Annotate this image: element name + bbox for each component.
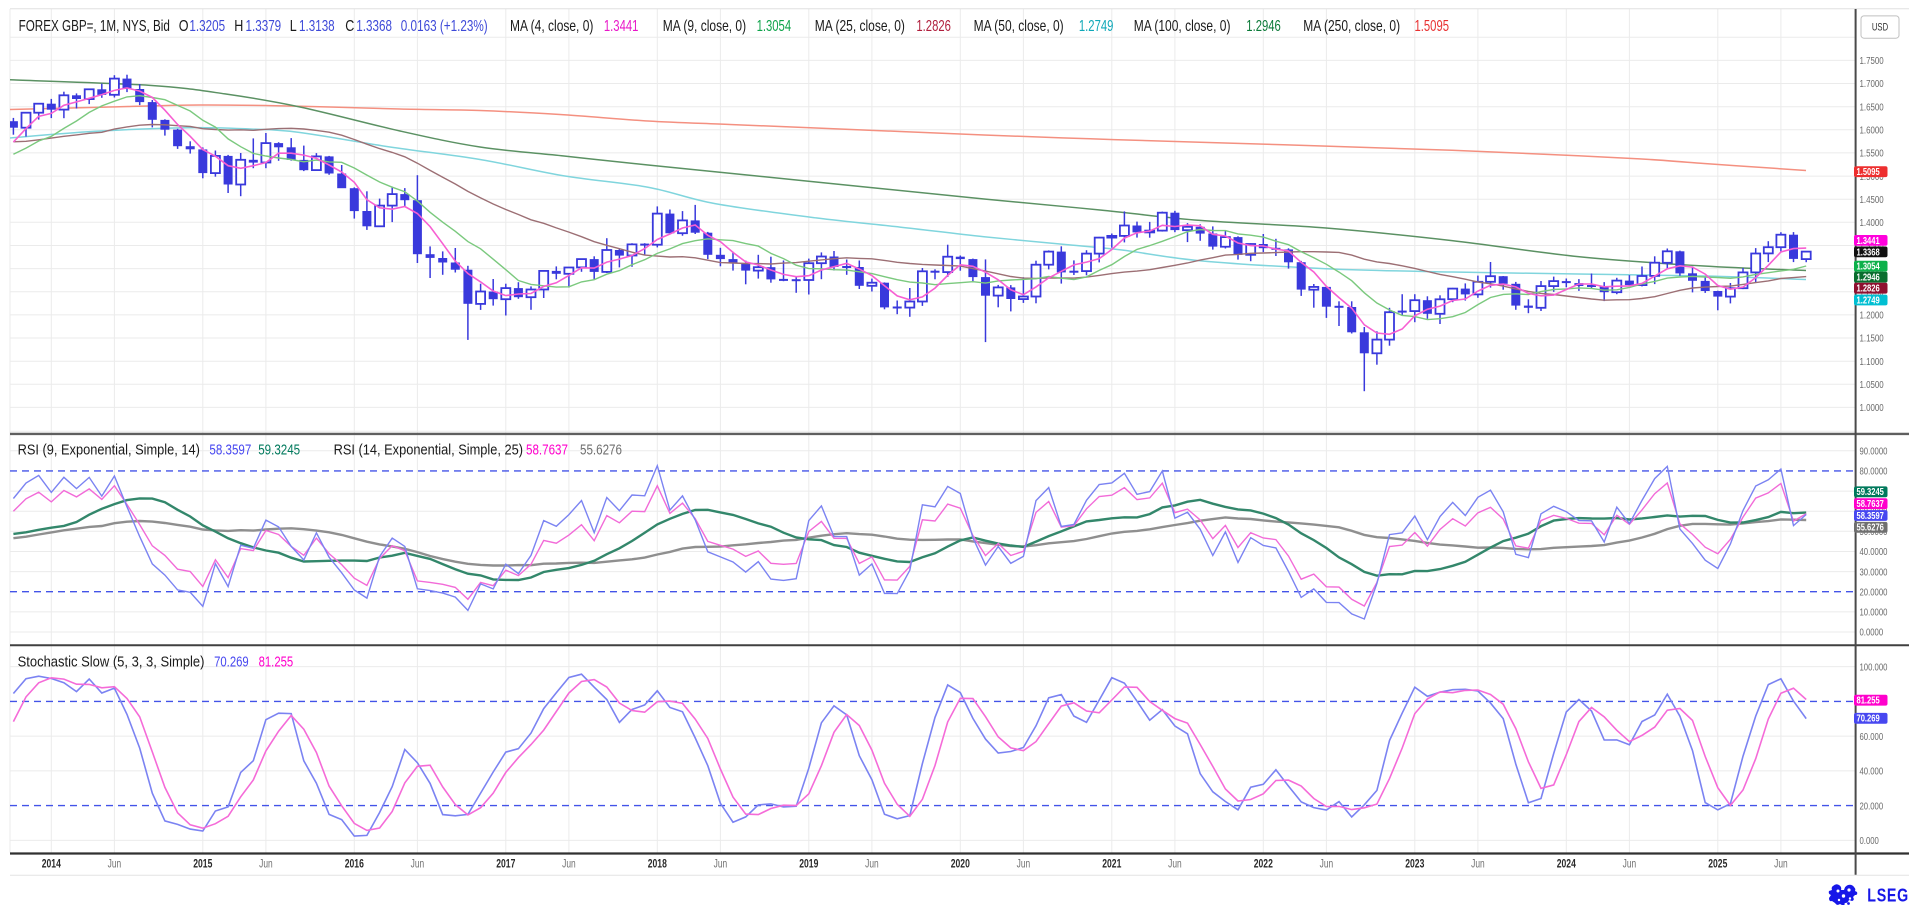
svg-text:2020: 2020 [951,858,970,871]
svg-text:20.000: 20.000 [1860,800,1884,811]
svg-text:RSI (14, Exponential, Simple,: RSI (14, Exponential, Simple, 25) [334,442,523,458]
svg-text:Jun: Jun [259,858,273,871]
svg-text:Jun: Jun [1471,858,1485,871]
svg-text:Jun: Jun [108,858,122,871]
svg-text:1.2000: 1.2000 [1860,310,1884,321]
svg-text:H: H [234,17,243,35]
svg-text:1.1000: 1.1000 [1860,356,1884,367]
svg-text:1.2826: 1.2826 [916,17,950,34]
svg-text:FOREX GBP=, 1M, NYS, Bid: FOREX GBP=, 1M, NYS, Bid [19,17,170,34]
svg-text:MA (50, close, 0): MA (50, close, 0) [974,16,1064,34]
svg-text:80.0000: 80.0000 [1860,466,1888,477]
svg-text:1.2749: 1.2749 [1079,17,1113,34]
svg-text:2017: 2017 [496,858,515,871]
svg-text:1.7000: 1.7000 [1860,78,1884,89]
svg-text:2022: 2022 [1254,858,1273,871]
svg-text:1.4000: 1.4000 [1860,217,1884,228]
svg-text:59.3245: 59.3245 [258,441,300,458]
svg-text:40.000: 40.000 [1860,766,1884,777]
svg-text:1.3441: 1.3441 [1857,235,1880,246]
svg-text:2014: 2014 [42,858,61,871]
svg-text:1.5095: 1.5095 [1857,166,1880,177]
svg-text:40.0000: 40.0000 [1860,546,1888,557]
svg-text:Jun: Jun [1774,858,1788,871]
svg-text:1.2946: 1.2946 [1246,17,1280,34]
svg-text:2021: 2021 [1102,858,1121,871]
svg-text:58.3597: 58.3597 [209,441,251,458]
svg-text:60.000: 60.000 [1860,731,1884,742]
svg-text:55.6276: 55.6276 [1857,522,1884,533]
svg-text:1.3205: 1.3205 [189,17,225,34]
svg-text:MA (4, close, 0): MA (4, close, 0) [510,16,593,34]
svg-text:2024: 2024 [1557,858,1576,871]
svg-text:2023: 2023 [1405,858,1424,871]
svg-text:RSI (9, Exponential, Simple, 1: RSI (9, Exponential, Simple, 14) [18,442,200,458]
svg-text:Jun: Jun [1168,858,1182,871]
svg-text:MA (250, close, 0): MA (250, close, 0) [1303,16,1400,34]
svg-text:C: C [345,17,354,35]
svg-text:90.0000: 90.0000 [1860,445,1888,456]
svg-text:1.3054: 1.3054 [757,17,792,34]
svg-text:2019: 2019 [799,858,818,871]
svg-text:1.3368: 1.3368 [1857,246,1880,257]
svg-text:70.269: 70.269 [214,653,249,670]
svg-text:2016: 2016 [345,858,364,871]
svg-text:20.0000: 20.0000 [1860,586,1888,597]
svg-text:Stochastic Slow (5, 3, 3, Simp: Stochastic Slow (5, 3, 3, Simple) [18,653,205,670]
svg-text:1.3054: 1.3054 [1857,261,1880,272]
svg-text:1.0500: 1.0500 [1860,379,1884,390]
svg-text:Jun: Jun [714,858,728,871]
svg-text:1.6000: 1.6000 [1860,125,1884,136]
svg-text:70.269: 70.269 [1857,713,1880,724]
svg-text:USD: USD [1872,21,1888,34]
svg-text:Jun: Jun [562,858,576,871]
svg-text:LSEG: LSEG [1867,886,1909,905]
svg-text:O: O [179,17,189,35]
svg-text:MA (25, close, 0): MA (25, close, 0) [815,16,905,34]
svg-text:Jun: Jun [1017,858,1031,871]
svg-text:Jun: Jun [865,858,879,871]
svg-text:1.4500: 1.4500 [1860,194,1884,205]
svg-text:1.6500: 1.6500 [1860,101,1884,112]
svg-text:L: L [290,17,297,35]
svg-text:58.7637: 58.7637 [1857,498,1884,509]
svg-text:2018: 2018 [648,858,667,871]
svg-text:30.0000: 30.0000 [1860,566,1888,577]
svg-text:81.255: 81.255 [259,653,294,670]
svg-text:Jun: Jun [411,858,425,871]
svg-text:58.3597: 58.3597 [1857,510,1884,521]
svg-text:Jun: Jun [1623,858,1637,871]
svg-text:2015: 2015 [193,858,212,871]
svg-text:1.1500: 1.1500 [1860,333,1884,344]
svg-text:10.0000: 10.0000 [1860,607,1888,618]
svg-text:1.2749: 1.2749 [1857,294,1880,305]
svg-text:100.000: 100.000 [1860,661,1888,672]
svg-text:2025: 2025 [1708,858,1727,871]
svg-text:Jun: Jun [1320,858,1334,871]
svg-text:0.0163 (+1.23%): 0.0163 (+1.23%) [401,17,488,34]
svg-text:1.3441: 1.3441 [604,17,638,34]
svg-text:55.6276: 55.6276 [580,441,622,458]
svg-text:1.5500: 1.5500 [1860,148,1884,159]
svg-text:1.3368: 1.3368 [356,17,392,34]
svg-text:MA (9, close, 0): MA (9, close, 0) [663,16,746,34]
svg-text:1.5095: 1.5095 [1415,17,1449,34]
svg-text:1.3379: 1.3379 [246,17,282,34]
svg-text:59.3245: 59.3245 [1857,486,1884,497]
svg-text:1.3500: 1.3500 [1860,240,1884,251]
svg-text:0.000: 0.000 [1860,835,1879,846]
svg-text:81.255: 81.255 [1857,695,1880,706]
svg-text:1.3138: 1.3138 [299,17,335,34]
svg-text:1.0000: 1.0000 [1860,402,1884,413]
svg-text:MA (100, close, 0): MA (100, close, 0) [1134,16,1231,34]
svg-text:1.2826: 1.2826 [1857,283,1880,294]
svg-text:0.0000: 0.0000 [1860,627,1884,638]
svg-text:1.7500: 1.7500 [1860,55,1884,66]
svg-text:1.2946: 1.2946 [1857,272,1880,283]
svg-text:58.7637: 58.7637 [526,441,568,458]
